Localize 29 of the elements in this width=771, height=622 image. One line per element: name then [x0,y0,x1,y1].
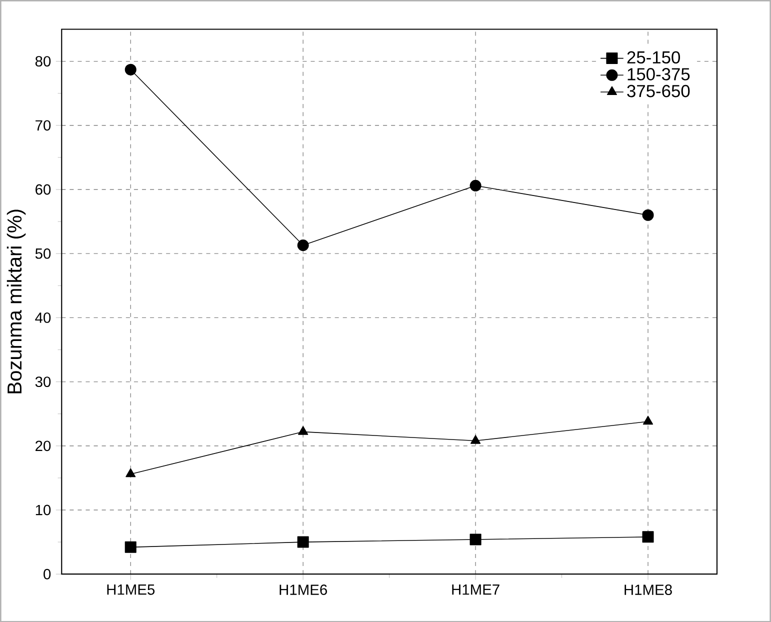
y-tick-label: 80 [35,56,51,66]
point [470,434,481,444]
y-tick-label: 20 [36,440,51,451]
x-tick-label: H1ME7 [452,584,500,594]
y-tick-label: 70 [36,120,51,130]
legend-label: 150-375 [628,68,690,80]
point [297,239,309,251]
x-tick-label: H1ME5 [107,584,155,595]
y-tick-label: 50 [35,248,51,259]
y-axis-title: Bozunma miktari (%) [6,210,26,394]
point [124,64,136,76]
point [126,468,136,477]
point [298,426,308,435]
y-tick-label: 60 [36,184,51,195]
point [642,530,654,542]
x-tick-label: H1ME6 [280,584,327,595]
y-tick-label: 10 [36,504,51,516]
point [297,536,309,548]
point [470,180,482,192]
y-tick-label: 40 [35,312,51,323]
x-tick-label: H1ME8 [624,584,672,595]
point [470,534,482,546]
point [642,416,654,424]
y-tick-label: 0 [44,568,51,580]
point [124,541,136,553]
y-tick-label: 30 [35,376,51,387]
legend-label: 25-150 [627,51,680,64]
legend-label: 375-650 [627,84,690,98]
point [642,209,654,221]
